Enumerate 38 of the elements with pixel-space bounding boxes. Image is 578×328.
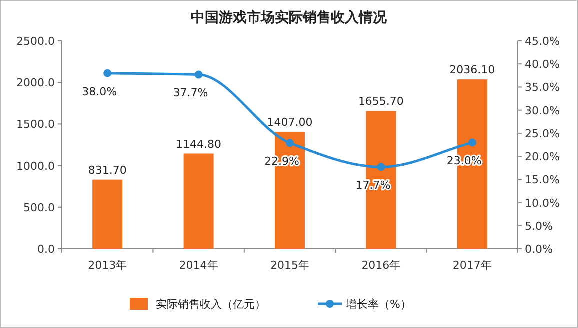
data-label: 2036.10: [450, 64, 496, 77]
y2-tick-label: 25.0%: [525, 127, 560, 140]
point: [104, 69, 112, 78]
y-tick-label: 2500.0: [16, 35, 55, 48]
y-tick-label: 1500.0: [16, 118, 55, 132]
x-tick-label: 2014年: [179, 259, 218, 272]
y-tick-label: 1000.0: [16, 160, 55, 173]
x-tick-label: 2017年: [452, 259, 492, 272]
legend-label: 实际销售收入（亿元）: [156, 298, 266, 311]
point: [468, 138, 476, 147]
y2-tick-label: 15.0%: [525, 174, 560, 187]
y2-tick-label: 5.0%: [525, 220, 553, 233]
point: [377, 163, 386, 172]
y2-tick-label: 20.0%: [525, 150, 560, 164]
bar: [92, 180, 123, 249]
bar: [184, 154, 214, 249]
data-label: 37.7%: [173, 86, 208, 100]
y-tick-label: 500.0: [24, 201, 55, 214]
x-tick-label: 2016年: [362, 259, 401, 272]
x-tick-label: 2015年: [270, 259, 310, 272]
data-label: 831.70: [88, 164, 127, 177]
data-label: 1407.00: [267, 116, 313, 129]
y-tick-label: 2000.0: [16, 76, 55, 90]
y2-tick-label: 45.0%: [525, 35, 560, 48]
y2-tick-label: 30.0%: [525, 104, 560, 118]
y-tick-label: 0.0: [38, 243, 55, 256]
y2-tick-label: 35.0%: [525, 81, 560, 94]
data-label: 1144.80: [176, 138, 222, 151]
legend-label: 增长率（%）: [345, 298, 412, 311]
data-label: 38.0%: [82, 85, 118, 98]
data-label: 1655.70: [358, 95, 404, 108]
chart-title: 中国游戏市场实际销售收入情况: [191, 9, 388, 26]
y2-tick-label: 10.0%: [525, 196, 560, 210]
x-tick-label: 2013年: [88, 259, 128, 272]
y2-tick-label: 0.0%: [525, 243, 553, 256]
y2-tick-label: 40.0%: [525, 58, 560, 72]
point: [194, 70, 203, 79]
point: [286, 139, 294, 148]
